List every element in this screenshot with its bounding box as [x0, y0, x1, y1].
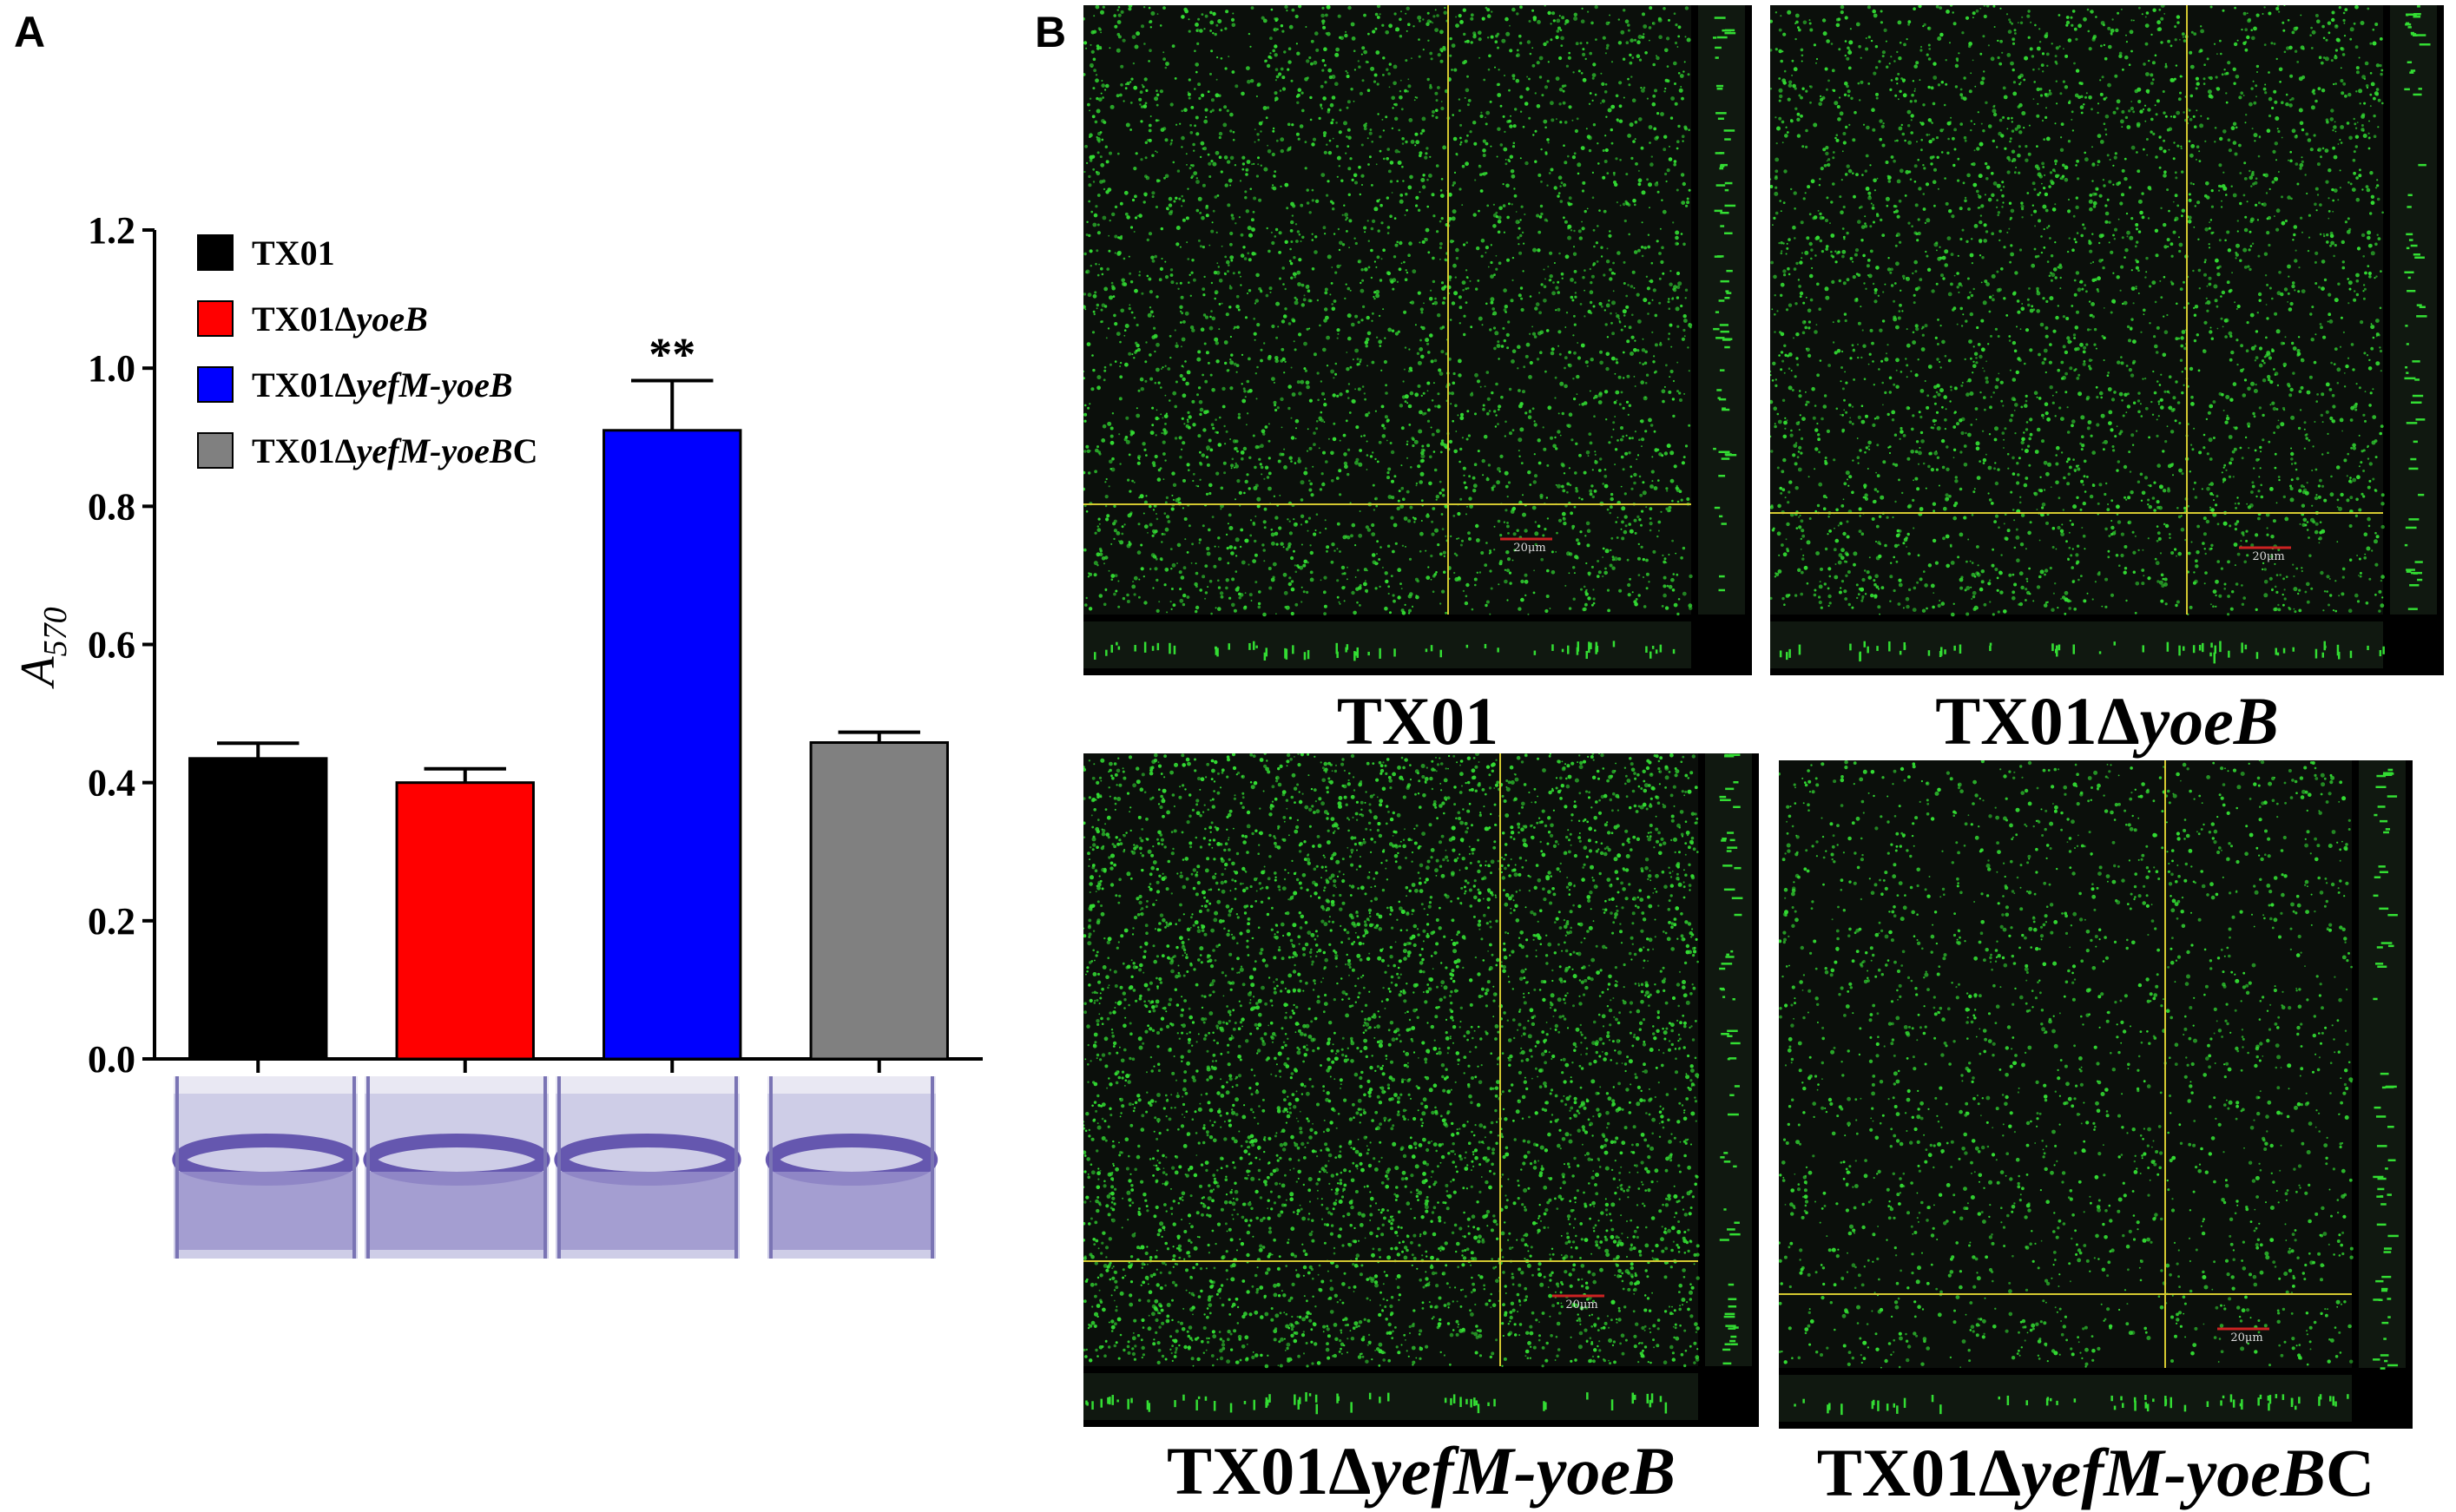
bar-2 — [397, 783, 533, 1059]
micrograph-caption: TX01ΔyefM-yoeBC — [1779, 1434, 2413, 1512]
well-liquid — [370, 1172, 543, 1250]
y-tick-label: 0.6 — [88, 624, 135, 667]
micrograph-caption: TX01ΔyoeB — [1770, 682, 2444, 760]
orthogonal-strip-bottom — [1779, 1375, 2352, 1422]
y-tick-label: 1.0 — [88, 347, 135, 390]
scale-bar-label: 20μm — [1513, 542, 1545, 555]
well-photo-4 — [767, 1076, 936, 1259]
significance-annotation: ** — [649, 328, 695, 380]
well-photo-3 — [556, 1076, 740, 1259]
scale-bar-label: 20μm — [1565, 1298, 1597, 1311]
bar-1 — [190, 759, 326, 1059]
well-photo-2 — [365, 1076, 549, 1259]
well-liquid — [773, 1172, 931, 1250]
micrograph-2: 20μm — [1770, 5, 2444, 675]
scale-bar-label: 20μm — [2252, 550, 2284, 563]
micrograph-field — [1083, 5, 1691, 615]
micrograph-3: 20μm — [1083, 753, 1759, 1427]
legend-swatch — [198, 301, 233, 336]
legend-swatch — [198, 367, 233, 402]
legend-entry: TX01ΔyefM-yoeB — [252, 365, 513, 404]
micrograph-caption: TX01ΔyefM-yoeB — [1083, 1432, 1759, 1510]
y-tick-label: 0.2 — [88, 900, 135, 943]
orthogonal-strip-right — [2390, 5, 2437, 615]
legend-entry: TX01 — [252, 233, 335, 273]
micrograph-1: 20μm — [1083, 5, 1752, 675]
scale-bar-label: 20μm — [2230, 1331, 2262, 1344]
micrograph-caption: TX01 — [1083, 682, 1752, 760]
y-tick-label: 0.4 — [88, 762, 135, 805]
micrograph-field — [1779, 760, 2352, 1368]
y-axis-label-sub: 570 — [37, 607, 74, 656]
y-tick-label: 0.8 — [88, 485, 135, 528]
orthogonal-strip-bottom — [1083, 1373, 1698, 1420]
legend-entry: TX01ΔyefM-yoeBC — [252, 431, 537, 470]
orthogonal-strip-bottom — [1083, 621, 1691, 668]
legend-entry: TX01ΔyoeB — [252, 299, 428, 339]
legend-swatch — [198, 235, 233, 270]
well-photo-1 — [174, 1076, 358, 1259]
orthogonal-strip-bottom — [1770, 621, 2383, 668]
y-axis-label-main: A — [11, 656, 65, 690]
y-tick-label: 0.0 — [88, 1038, 135, 1081]
bar-3 — [604, 431, 741, 1059]
bar-chart: 0.0 0.2 0.4 0.6 0.8 1.0 1.2 A570 ** TX01 TX01ΔyoeB… — [0, 0, 1007, 1285]
micrograph-4: 20μm — [1779, 760, 2413, 1429]
bar-4 — [811, 743, 947, 1059]
y-tick-label: 1.2 — [88, 209, 135, 252]
y-axis-label: A570 — [11, 607, 74, 689]
legend-swatch — [198, 433, 233, 468]
well-liquid — [561, 1172, 734, 1250]
panel-label-b: B — [1035, 7, 1066, 57]
well-liquid — [179, 1172, 352, 1250]
